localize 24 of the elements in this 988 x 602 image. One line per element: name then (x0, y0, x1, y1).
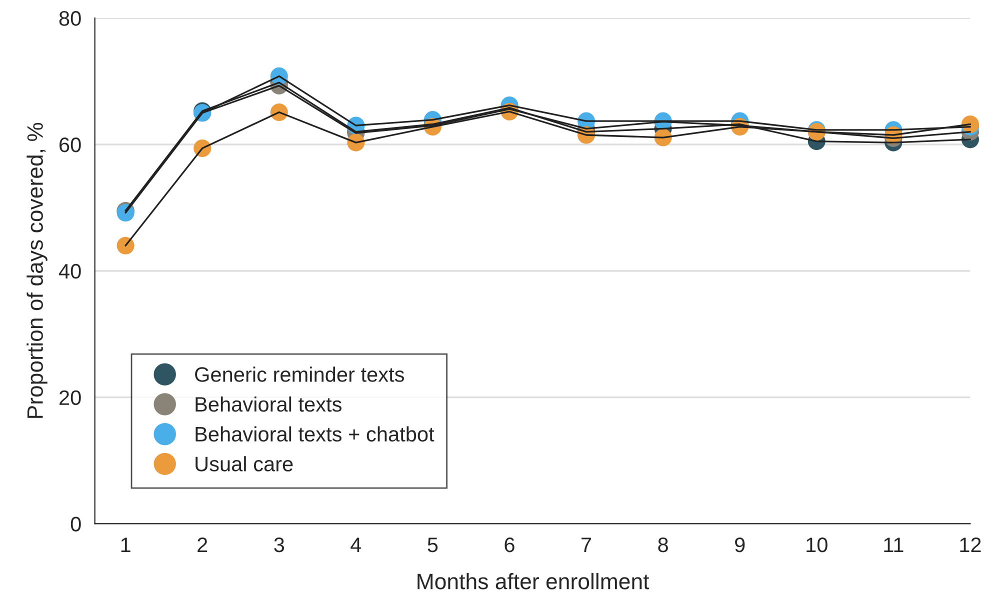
x-tick-label: 8 (658, 537, 668, 552)
x-tick-label: 10 (806, 537, 828, 552)
x-tick-label: 3 (274, 537, 284, 552)
x-axis-title: Months after enrollment (418, 573, 650, 590)
y-tick-label: 40 (58, 264, 81, 279)
y-tick-label: 0 (70, 516, 81, 532)
y-tick-label: 60 (60, 137, 81, 152)
x-tick-label: 5 (428, 538, 438, 552)
x-tick-label: 1 (121, 538, 130, 552)
y-tick-label: 20 (60, 390, 81, 406)
x-tick-label: 9 (735, 537, 745, 552)
point (116, 236, 134, 254)
x-tick-label: 4 (350, 538, 362, 552)
x-tick-label: 6 (504, 537, 514, 552)
y-axis-title: Proportion of days covered, % (26, 122, 48, 418)
legend-label: Behavioral texts + chatbot (196, 426, 434, 442)
x-tick-label: 7 (582, 538, 592, 552)
x-tick-label: 2 (198, 537, 208, 552)
y-tick-label: 80 (59, 11, 81, 26)
x-tick-label: 11 (884, 538, 904, 552)
x-tick-label: 12 (960, 537, 981, 552)
legend-label: Generic reminder texts (195, 366, 404, 382)
legend-label: Usual care (196, 456, 293, 472)
legend-label: Behavioral texts (196, 396, 342, 412)
